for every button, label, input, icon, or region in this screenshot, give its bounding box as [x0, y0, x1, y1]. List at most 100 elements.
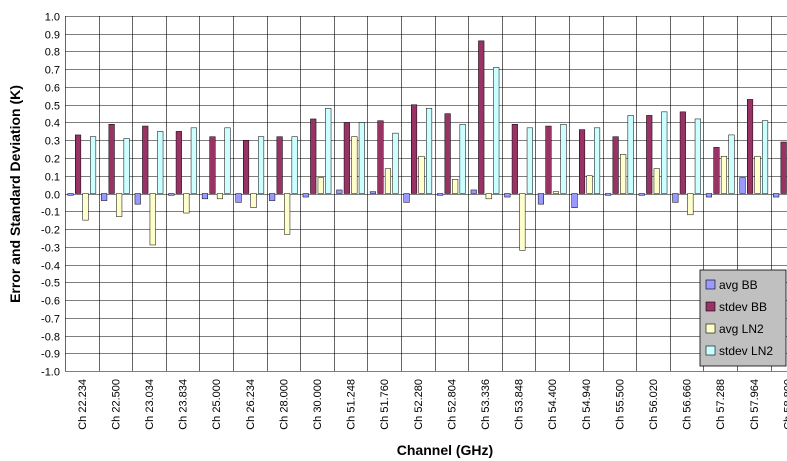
bar-stdev-bb: [243, 140, 249, 193]
bar-stdev-bb: [176, 131, 182, 193]
bar-stdev-ln2: [661, 112, 667, 194]
y-tick-labels: -1.0-0.9-0.8-0.7-0.6-0.5-0.4-0.3-0.2-0.1…: [41, 12, 60, 379]
bar-avg-ln2: [116, 194, 122, 217]
y-tick-label: -0.7: [41, 314, 60, 326]
bar-avg-ln2: [654, 169, 660, 194]
bar-avg-bb: [101, 194, 107, 201]
legend-swatch: [706, 346, 715, 355]
y-tick-label: 0.0: [45, 190, 60, 202]
x-tick-label: Ch 51.760: [379, 379, 391, 430]
bar-avg-bb: [404, 194, 410, 203]
y-tick-label: 0.4: [45, 118, 60, 130]
bar-avg-ln2: [184, 194, 190, 214]
x-tick-labels: Ch 22.234 Ch 22.500 Ch 23.034 Ch 23.834 Ch 2…: [77, 379, 787, 430]
bar-avg-bb: [269, 194, 275, 201]
x-tick-label: Ch 23.034: [144, 379, 156, 430]
bar-avg-bb: [505, 194, 511, 198]
bar-stdev-ln2: [695, 119, 701, 194]
legend-swatch: [706, 324, 715, 333]
bar-avg-ln2: [318, 178, 324, 194]
bar-stdev-ln2: [90, 137, 96, 194]
bar-stdev-ln2: [460, 124, 466, 193]
legend-label: stdev LN2: [719, 344, 773, 358]
bar-stdev-bb: [680, 112, 686, 194]
y-tick-label: -0.1: [41, 207, 60, 219]
legend-swatch: [706, 280, 715, 289]
bar-avg-bb: [673, 194, 679, 203]
y-axis-title: Error and Standard Deviation (K): [7, 85, 23, 303]
y-tick-label: -0.8: [41, 332, 60, 344]
bar-stdev-bb: [210, 137, 216, 194]
x-tick-label: Ch 22.500: [110, 379, 122, 430]
bar-avg-ln2: [486, 194, 492, 199]
x-tick-label: Ch 52.804: [446, 379, 458, 430]
bar-stdev-bb: [579, 130, 585, 194]
bar-avg-bb: [471, 190, 477, 194]
y-tick-label: 0.3: [45, 136, 60, 148]
bar-avg-ln2: [251, 194, 257, 208]
bar-avg-bb: [169, 194, 175, 196]
bar-avg-ln2: [150, 194, 156, 245]
bar-avg-bb: [437, 194, 443, 196]
bar-avg-ln2: [587, 176, 593, 194]
bar-stdev-ln2: [225, 128, 231, 194]
bar-avg-ln2: [620, 154, 626, 193]
bar-avg-bb: [740, 178, 746, 194]
bar-stdev-bb: [714, 147, 720, 193]
y-tick-label: 0.9: [45, 30, 60, 42]
bar-avg-bb: [605, 194, 611, 196]
y-tick-label: -0.3: [41, 243, 60, 255]
x-tick-label: Ch 22.234: [77, 379, 89, 430]
bar-avg-ln2: [419, 156, 425, 193]
bar-stdev-bb: [344, 123, 350, 194]
bar-stdev-ln2: [359, 123, 365, 194]
bar-stdev-ln2: [426, 108, 432, 193]
bar-stdev-ln2: [393, 133, 399, 193]
bar-avg-bb: [706, 194, 712, 198]
bar-stdev-ln2: [729, 135, 735, 194]
bar-stdev-ln2: [561, 124, 567, 193]
bar-avg-bb: [135, 194, 141, 205]
x-tick-label: Ch 56.660: [682, 379, 694, 430]
legend-label: avg BB: [719, 278, 758, 292]
bar-stdev-ln2: [157, 131, 163, 193]
y-tick-label: 0.5: [45, 101, 60, 113]
bar-stdev-ln2: [292, 137, 298, 194]
x-tick-label: Ch 57.288: [715, 379, 727, 430]
y-tick-label: 0.6: [45, 83, 60, 95]
bar-stdev-bb: [512, 124, 518, 193]
bar-stdev-bb: [478, 41, 484, 194]
bar-avg-ln2: [721, 156, 727, 193]
bar-avg-bb: [303, 194, 309, 198]
x-tick-label: Ch 53.336: [480, 379, 492, 430]
bar-stdev-bb: [378, 121, 384, 194]
bar-avg-bb: [337, 190, 343, 194]
bar-stdev-ln2: [493, 67, 499, 193]
legend-label: avg LN2: [719, 322, 764, 336]
x-tick-label: Ch 26.234: [245, 379, 257, 430]
y-tick-label: 0.8: [45, 47, 60, 59]
legend: avg BB stdev BB avg LN2 stdev LN2: [700, 270, 786, 366]
bar-stdev-ln2: [628, 115, 634, 193]
bar-avg-ln2: [520, 194, 526, 251]
bar-avg-bb: [773, 194, 779, 198]
bar-avg-bb: [68, 194, 74, 196]
x-tick-label: Ch 54.400: [547, 379, 559, 430]
legend-label: stdev BB: [719, 300, 767, 314]
y-tick-label: 0.7: [45, 65, 60, 77]
x-tick-label: Ch 25.000: [211, 379, 223, 430]
bar-stdev-ln2: [527, 128, 533, 194]
bar-avg-bb: [639, 194, 645, 196]
bar-avg-ln2: [688, 194, 694, 215]
x-axis-title: Channel (GHz): [397, 442, 493, 458]
bar-stdev-bb: [646, 115, 652, 193]
bar-stdev-bb: [277, 137, 283, 194]
bar-avg-ln2: [284, 194, 290, 235]
bar-stdev-bb: [142, 126, 148, 193]
bar-avg-ln2: [385, 169, 391, 194]
x-tick-label: Ch 23.834: [178, 379, 190, 430]
x-tick-label: Ch 30.000: [312, 379, 324, 430]
bar-stdev-ln2: [325, 108, 331, 193]
x-tick-label: Ch 51.248: [346, 379, 358, 430]
